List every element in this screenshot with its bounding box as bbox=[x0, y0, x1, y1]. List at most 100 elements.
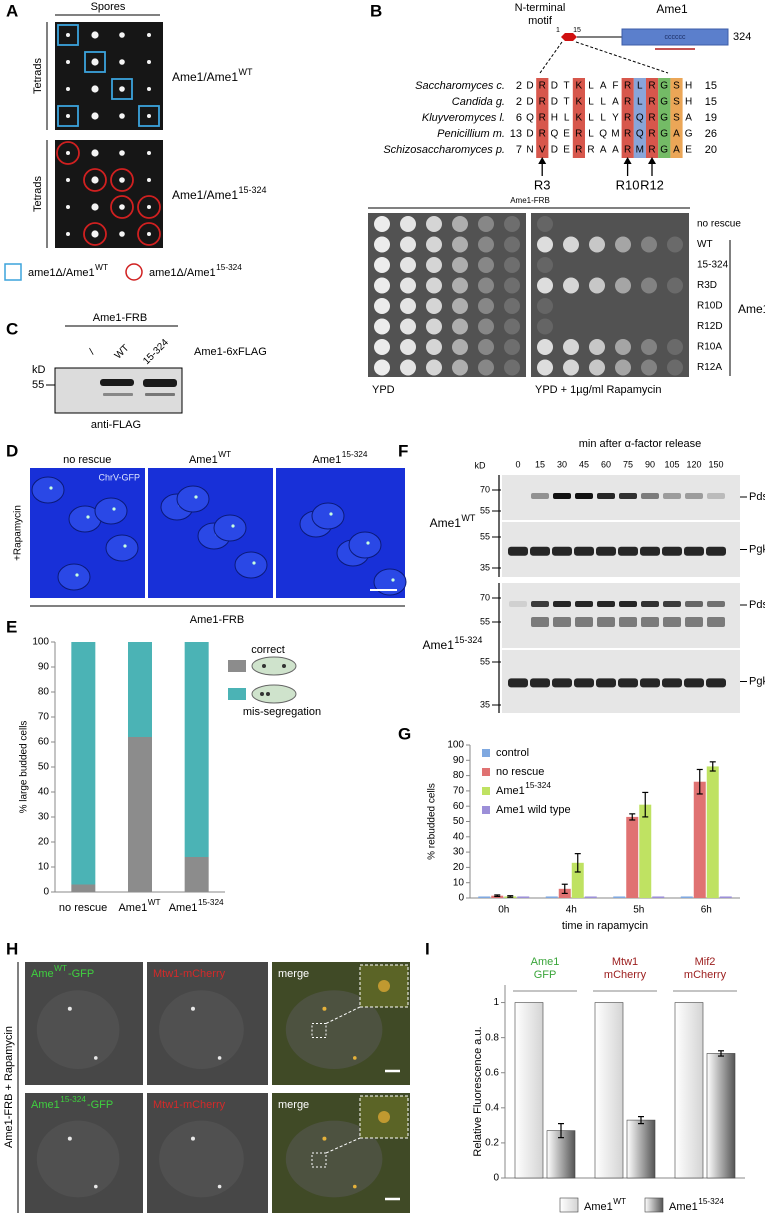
bar bbox=[584, 896, 597, 898]
y-tick-label: 70 bbox=[453, 786, 465, 797]
colony-spot bbox=[641, 236, 657, 253]
label: -GFP bbox=[87, 1099, 113, 1111]
residue: R bbox=[539, 81, 546, 92]
cell bbox=[159, 990, 244, 1070]
legend-label: no rescue bbox=[496, 766, 544, 778]
band bbox=[685, 617, 703, 627]
residue: R bbox=[648, 145, 655, 156]
band bbox=[531, 617, 549, 627]
residue: E bbox=[563, 129, 570, 140]
band bbox=[145, 393, 175, 396]
alignment-highlight bbox=[646, 78, 659, 158]
label: R3D bbox=[697, 280, 717, 291]
colony-spot bbox=[504, 339, 520, 355]
band bbox=[553, 601, 571, 607]
cell bbox=[348, 531, 382, 559]
residue: K bbox=[575, 113, 582, 124]
colony-spot bbox=[504, 257, 520, 273]
cell-icon bbox=[251, 684, 297, 704]
cell bbox=[285, 990, 383, 1070]
label: Ame1 bbox=[31, 1099, 60, 1111]
label: Ame bbox=[31, 968, 54, 980]
alignment-highlight bbox=[633, 78, 646, 158]
chromosome-dot bbox=[49, 486, 53, 490]
legend-label: control bbox=[496, 747, 529, 759]
arrow-head bbox=[538, 157, 547, 164]
colony-spot bbox=[374, 277, 390, 294]
label: ame1Δ/Ame1 bbox=[28, 267, 95, 279]
colony-spot bbox=[563, 277, 579, 294]
label: WT bbox=[54, 964, 67, 973]
y-tick-label: 60 bbox=[453, 801, 465, 812]
band bbox=[596, 546, 616, 556]
colony-spot bbox=[452, 298, 468, 314]
colony-spot bbox=[537, 257, 553, 273]
x-tick-label: 5h bbox=[633, 905, 644, 916]
residue: S bbox=[673, 113, 680, 124]
tetrad-image bbox=[55, 140, 163, 248]
tetrad-image bbox=[55, 22, 163, 130]
residue: R bbox=[539, 129, 546, 140]
colony-spot bbox=[400, 216, 416, 232]
residue: A bbox=[600, 145, 607, 156]
residue: D bbox=[551, 97, 558, 108]
band bbox=[100, 379, 134, 386]
band bbox=[103, 393, 133, 396]
y-tick-label: 0.6 bbox=[485, 1067, 499, 1078]
legend-label: WT bbox=[613, 1197, 626, 1206]
band bbox=[706, 678, 726, 688]
band bbox=[596, 678, 616, 688]
label: Ame1 bbox=[430, 516, 462, 530]
band bbox=[707, 601, 725, 607]
arrow-head bbox=[623, 157, 632, 164]
zoom-box bbox=[311, 1152, 327, 1168]
label: 2 bbox=[516, 96, 522, 108]
y-tick-label: 100 bbox=[447, 740, 464, 751]
legend-swatch bbox=[559, 1197, 579, 1213]
inset-dot bbox=[378, 1111, 390, 1123]
label: Ame1 bbox=[313, 454, 342, 466]
kinetochore-dot bbox=[190, 1006, 195, 1011]
bar bbox=[613, 896, 626, 898]
band bbox=[575, 601, 593, 607]
label: 15-324 bbox=[141, 337, 171, 367]
colony-spot bbox=[537, 359, 553, 376]
colony-spot bbox=[400, 236, 416, 253]
spore bbox=[91, 149, 99, 157]
residue: R bbox=[648, 129, 655, 140]
band bbox=[685, 493, 703, 499]
legend-label: Ame1 bbox=[584, 1201, 613, 1213]
legend-label: 15-324 bbox=[698, 1197, 724, 1206]
label: 0 bbox=[515, 459, 520, 469]
bar-segment bbox=[128, 642, 152, 737]
colony-spot bbox=[426, 257, 442, 273]
residue: D bbox=[526, 81, 533, 92]
colony-spot bbox=[426, 318, 442, 335]
colony-spot bbox=[667, 236, 683, 253]
residue: R bbox=[539, 97, 546, 108]
label: 35 bbox=[480, 562, 490, 572]
legend-label: Ame1 wild type bbox=[496, 804, 571, 816]
label: 26 bbox=[705, 128, 717, 140]
label: 70 bbox=[480, 592, 490, 602]
label: Ame1-FRB bbox=[510, 196, 550, 205]
colony-spot bbox=[452, 359, 468, 376]
kinetochore-dot bbox=[322, 1006, 327, 1011]
label: 6 bbox=[516, 112, 522, 124]
cell bbox=[285, 1120, 383, 1198]
bar bbox=[706, 766, 719, 898]
residue: T bbox=[564, 81, 570, 92]
colony-spot bbox=[537, 339, 553, 355]
cell bbox=[176, 485, 210, 513]
band bbox=[597, 601, 615, 607]
label: 15 bbox=[705, 80, 717, 92]
label: R3 bbox=[534, 177, 551, 192]
cell-icon-dot bbox=[260, 692, 264, 696]
colony-spot bbox=[641, 359, 657, 376]
band bbox=[530, 546, 550, 556]
cell bbox=[36, 990, 120, 1070]
spore bbox=[91, 58, 99, 66]
cell-icon bbox=[251, 656, 297, 676]
square bbox=[138, 105, 160, 127]
label: YPD bbox=[372, 384, 395, 396]
